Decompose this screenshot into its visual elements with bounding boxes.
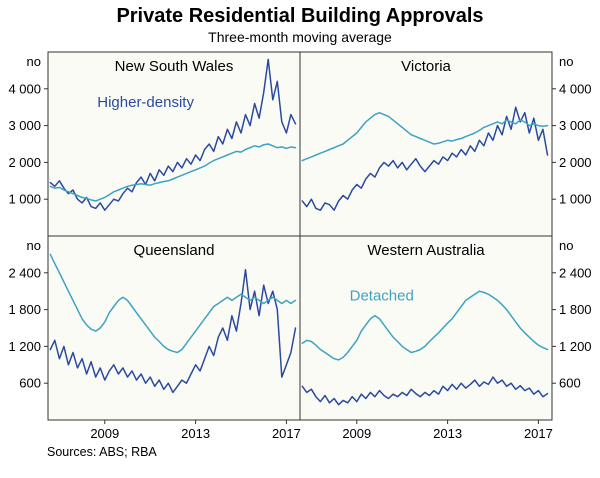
chart-grid: 1 000 2 000 3 000 4 000 no New South Wales Hig… bbox=[0, 46, 600, 444]
panel-bg-victoria bbox=[300, 52, 552, 236]
series-line-western-australia-detached bbox=[301, 290, 549, 361]
y-tick-label: 2 000 bbox=[559, 155, 592, 170]
y-axis-unit-label: no bbox=[27, 238, 41, 253]
y-tick-label: 3 000 bbox=[559, 118, 592, 133]
y-tick-label: 1 800 bbox=[8, 302, 41, 317]
panel-title-victoria: Victoria bbox=[401, 58, 451, 75]
y-tick-label: 2 000 bbox=[8, 155, 41, 170]
y-tick-label: 1 800 bbox=[559, 302, 592, 317]
panel-title-western-australia: Western Australia bbox=[367, 242, 485, 259]
x-tick-label: 2009 bbox=[90, 426, 119, 441]
panel-border-western-australia bbox=[299, 235, 553, 421]
panel-title-new-south-wales: New South Wales bbox=[115, 58, 234, 75]
y-tick-label: 4 000 bbox=[559, 81, 592, 96]
series-line-queensland-detached bbox=[49, 253, 297, 354]
series-line-new-south-wales-higher-density bbox=[49, 58, 297, 211]
x-tick-label: 2017 bbox=[524, 426, 553, 441]
approvals-chart-svg: 1 000 2 000 3 000 4 000 no New South Wales Hig… bbox=[8, 51, 592, 441]
y-tick-label: 1 200 bbox=[559, 339, 592, 354]
sources-note: Sources: ABS; RBA bbox=[47, 445, 157, 459]
y-tick-label: 600 bbox=[19, 376, 41, 391]
y-tick-label: 3 000 bbox=[8, 118, 41, 133]
series-line-new-south-wales-detached bbox=[49, 143, 297, 202]
y-tick-label: 2 400 bbox=[8, 265, 41, 280]
x-tick-label: 2013 bbox=[433, 426, 462, 441]
y-axis-unit-label: no bbox=[559, 238, 573, 253]
panel-bg-new-south-wales bbox=[48, 52, 300, 236]
y-tick-label: 1 000 bbox=[559, 192, 592, 207]
x-tick-label: 2009 bbox=[342, 426, 371, 441]
chart-title: Private Residential Building Approvals bbox=[116, 5, 484, 27]
series-annotation-higher-density: Higher-density bbox=[97, 94, 194, 111]
series-line-victoria-higher-density bbox=[301, 106, 549, 211]
y-axis-unit-label: no bbox=[27, 54, 41, 69]
y-tick-label: 4 000 bbox=[8, 81, 41, 96]
y-axis-unit-label: no bbox=[559, 54, 573, 69]
y-tick-label: 1 200 bbox=[8, 339, 41, 354]
series-line-western-australia-higher-density bbox=[301, 376, 549, 406]
panel-title-queensland: Queensland bbox=[134, 242, 215, 259]
panel-bg-queensland bbox=[48, 236, 300, 420]
series-line-victoria-detached bbox=[301, 111, 549, 162]
y-tick-label: 1 000 bbox=[8, 192, 41, 207]
series-annotation-detached: Detached bbox=[350, 287, 414, 304]
chart-subtitle: Three-month moving average bbox=[208, 29, 392, 45]
series-line-queensland-higher-density bbox=[49, 268, 297, 394]
x-tick-label: 2017 bbox=[272, 426, 301, 441]
panel-bg-western-australia bbox=[300, 236, 552, 420]
x-tick-label: 2013 bbox=[181, 426, 210, 441]
y-tick-label: 2 400 bbox=[559, 265, 592, 280]
y-tick-label: 600 bbox=[559, 376, 581, 391]
